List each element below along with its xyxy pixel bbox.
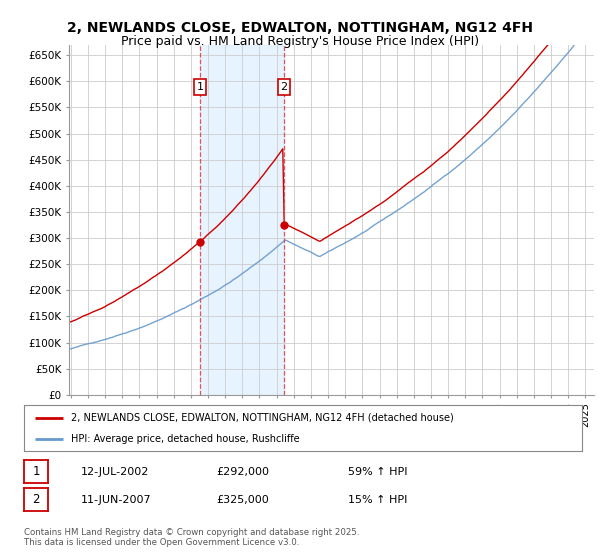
Text: 12-JUL-2002: 12-JUL-2002 [81, 466, 149, 477]
Text: 1: 1 [196, 82, 203, 92]
Text: 2: 2 [281, 82, 288, 92]
Text: 1: 1 [32, 465, 40, 478]
Bar [200, 45, 284, 395]
Text: £325,000: £325,000 [216, 494, 269, 505]
Text: Price paid vs. HM Land Registry's House Price Index (HPI): Price paid vs. HM Land Registry's House … [121, 35, 479, 48]
Text: Contains HM Land Registry data © Crown copyright and database right 2025.
This d: Contains HM Land Registry data © Crown c… [24, 528, 359, 547]
Text: 2: 2 [32, 493, 40, 506]
Text: 2, NEWLANDS CLOSE, EDWALTON, NOTTINGHAM, NG12 4FH: 2, NEWLANDS CLOSE, EDWALTON, NOTTINGHAM,… [67, 21, 533, 35]
Text: 59% ↑ HPI: 59% ↑ HPI [348, 466, 407, 477]
Text: 2, NEWLANDS CLOSE, EDWALTON, NOTTINGHAM, NG12 4FH (detached house): 2, NEWLANDS CLOSE, EDWALTON, NOTTINGHAM,… [71, 413, 454, 423]
Text: £292,000: £292,000 [216, 466, 269, 477]
Text: HPI: Average price, detached house, Rushcliffe: HPI: Average price, detached house, Rush… [71, 434, 300, 444]
Text: 15% ↑ HPI: 15% ↑ HPI [348, 494, 407, 505]
Text: 11-JUN-2007: 11-JUN-2007 [81, 494, 152, 505]
